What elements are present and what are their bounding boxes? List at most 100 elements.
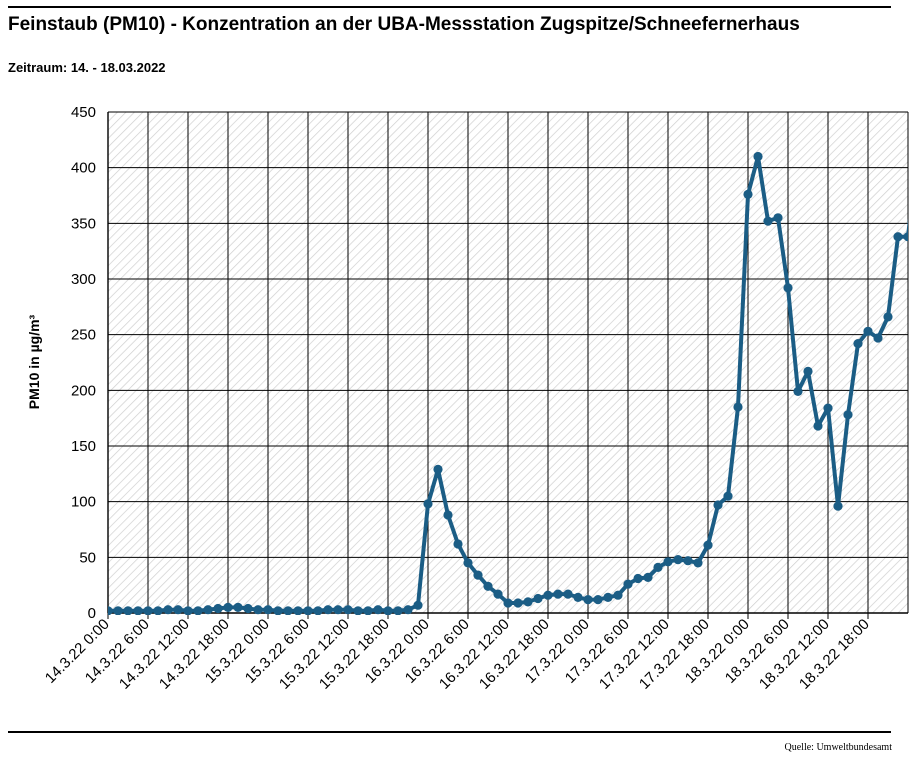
y-tick-label: 350 (71, 215, 96, 232)
bottom-rule (8, 731, 891, 733)
data-point (443, 510, 453, 520)
data-point (183, 606, 193, 615)
data-point (133, 606, 143, 615)
y-tick-label: 250 (71, 327, 96, 344)
y-tick-label: 450 (71, 104, 96, 121)
y-tick-label: 100 (71, 494, 96, 511)
data-point (293, 606, 303, 615)
data-point (403, 605, 413, 615)
series-points (108, 151, 908, 615)
data-point (233, 602, 243, 613)
data-point (873, 333, 883, 343)
y-tick-label: 300 (71, 271, 96, 288)
y-axis-ticks: 0 50 100 150 200 250 300 350 400 450 (71, 104, 96, 622)
data-point (373, 605, 383, 615)
data-point (613, 590, 623, 600)
data-point (353, 606, 363, 615)
data-point (493, 589, 503, 599)
data-point (773, 213, 783, 223)
data-point (313, 606, 323, 615)
data-point (753, 151, 763, 162)
data-point (223, 602, 233, 613)
data-point (243, 603, 253, 614)
data-point (108, 606, 113, 615)
source-note: Quelle: Umweltbundesamt (784, 742, 892, 753)
data-point (663, 557, 673, 567)
data-point (593, 595, 603, 605)
data-point (723, 491, 733, 501)
data-point (113, 606, 123, 615)
data-point (853, 339, 863, 349)
data-point (263, 605, 273, 615)
y-tick-label: 400 (71, 160, 96, 177)
data-point (633, 573, 643, 584)
data-point (463, 558, 473, 568)
data-point (883, 312, 893, 322)
data-point (903, 232, 908, 242)
data-point (863, 326, 873, 336)
data-point (363, 606, 373, 615)
data-point (543, 590, 553, 600)
data-point (503, 598, 513, 608)
data-point (843, 410, 853, 420)
x-tick-label: 18.3.22 18:00 (796, 616, 873, 693)
data-point (333, 605, 343, 615)
top-rule (8, 6, 891, 8)
data-point (733, 402, 743, 412)
y-axis-label: PM10 in µg/m³ (26, 314, 42, 409)
data-point (713, 500, 723, 510)
data-point (283, 606, 293, 615)
data-point (153, 606, 163, 615)
y-tick-label: 150 (71, 438, 96, 455)
data-point (813, 421, 823, 431)
data-point (743, 189, 753, 199)
data-point (303, 606, 313, 615)
data-point (393, 606, 403, 615)
data-point (893, 232, 903, 242)
data-point (793, 386, 803, 396)
data-point (643, 572, 653, 583)
data-point (413, 600, 423, 610)
grid-lines (107, 111, 909, 619)
data-point (673, 555, 683, 565)
data-point (343, 605, 353, 615)
data-point (173, 605, 183, 615)
data-point (193, 606, 203, 615)
data-point (653, 562, 663, 573)
data-point (553, 589, 563, 599)
data-point (253, 605, 263, 615)
data-point (123, 606, 133, 615)
data-point (603, 592, 613, 603)
data-point (213, 603, 223, 614)
data-point (693, 558, 703, 568)
data-point (523, 597, 533, 607)
data-point (323, 605, 333, 615)
data-point (473, 570, 483, 580)
data-point (453, 539, 463, 549)
y-tick-label: 200 (71, 382, 96, 399)
data-point (273, 606, 283, 615)
data-point (563, 589, 573, 599)
data-point (143, 606, 153, 615)
data-point (383, 606, 393, 615)
chart-title: Feinstaub (PM10) - Konzentration an der … (8, 14, 800, 35)
data-point (683, 556, 693, 566)
data-point (513, 598, 523, 608)
chart-subtitle: Zeitraum: 14. - 18.03.2022 (8, 60, 166, 75)
data-point (803, 366, 813, 376)
data-point (823, 403, 833, 413)
data-point (483, 581, 493, 591)
data-point (423, 499, 433, 509)
data-point (833, 501, 843, 511)
data-point (703, 540, 713, 550)
y-tick-label: 50 (79, 549, 96, 566)
data-point (203, 605, 213, 615)
data-point (583, 595, 593, 605)
data-point (763, 216, 773, 226)
data-point (783, 283, 793, 293)
data-point (433, 464, 443, 474)
data-point (573, 592, 583, 603)
data-point (163, 605, 173, 615)
